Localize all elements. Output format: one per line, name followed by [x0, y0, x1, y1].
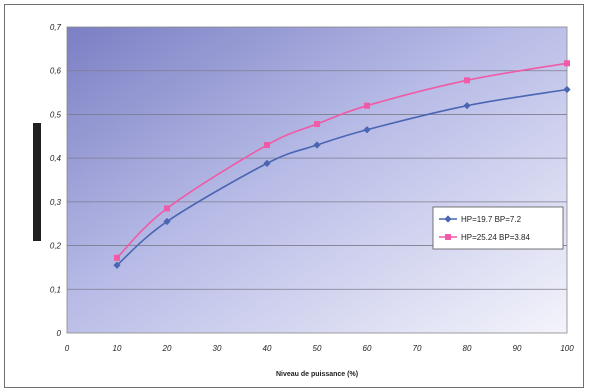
x-tick-label: 50 [313, 344, 322, 353]
x-tick-label: 20 [162, 344, 172, 353]
data-point [364, 102, 370, 109]
data-point [564, 60, 570, 67]
y-tick-label: 0,3 [50, 198, 62, 207]
series-2 [114, 60, 570, 261]
x-tick-label: 70 [413, 344, 422, 353]
data-point [114, 254, 120, 261]
y-tick-label: 0,7 [50, 23, 62, 32]
series-1 [113, 85, 571, 269]
data-point [463, 102, 471, 110]
data-point [314, 121, 320, 128]
x-axis-title: Niveau de puissance (%) [276, 371, 358, 378]
y-tick-label: 0,6 [50, 67, 62, 76]
chart-frame: 0 0,1 0,2 0,3 0,4 0,5 0,6 0,7 0 10 20 30 40 50 60 70 80 9… [4, 4, 584, 388]
x-tick-label: 100 [560, 344, 574, 353]
legend-box [432, 206, 564, 250]
y-tick-label: 0,4 [50, 154, 62, 163]
y-tick-label: 0 [57, 329, 62, 338]
y-tick-label: 0,2 [50, 242, 62, 251]
data-point [264, 142, 270, 149]
plot-area [66, 26, 568, 334]
x-tick-label: 40 [263, 344, 272, 353]
y-tick-label: 0,5 [50, 110, 62, 119]
data-point [163, 217, 171, 226]
data-point [464, 77, 470, 84]
legend-entry: HP=19.7 BP=7.2 [461, 215, 522, 224]
x-tick-label: 90 [513, 344, 522, 353]
data-point [113, 261, 121, 269]
legend-marker [445, 234, 451, 240]
legend-marker [444, 215, 452, 223]
x-tick-label: 0 [65, 344, 70, 353]
left-edge-mark [33, 123, 41, 241]
legend-entry: HP=25.24 BP=3.84 [461, 233, 530, 242]
y-tick-label: 0,1 [50, 285, 61, 294]
line-chart: 0 0,1 0,2 0,3 0,4 0,5 0,6 0,7 0 10 20 30 40 50 60 70 80 9… [33, 23, 574, 378]
x-tick-label: 30 [213, 344, 222, 353]
data-point [164, 205, 170, 212]
x-tick-label: 10 [113, 344, 122, 353]
x-tick-label: 80 [463, 344, 472, 353]
data-point [563, 85, 571, 94]
data-point [263, 159, 271, 167]
data-point [363, 126, 371, 134]
data-point [313, 141, 321, 149]
x-tick-label: 60 [363, 344, 372, 353]
